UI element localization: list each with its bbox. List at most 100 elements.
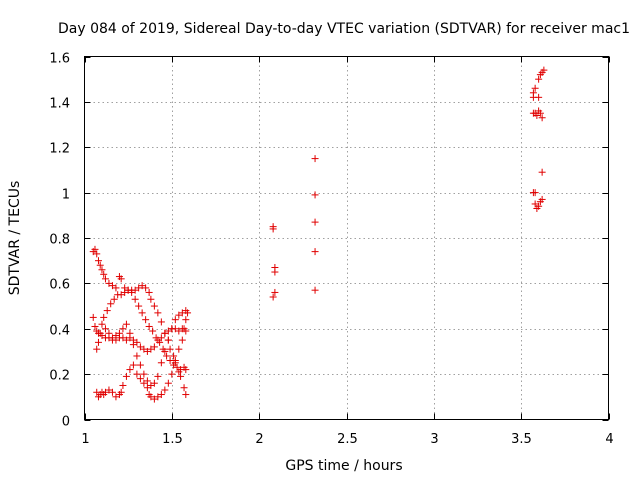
data-point (133, 352, 141, 360)
data-point (94, 257, 102, 265)
data-point (129, 361, 137, 369)
y-tick-labels: 0 0.2 0.4 0.6 0.8 1 1.2 1.4 1.6 (49, 52, 70, 430)
data-point (311, 155, 319, 163)
data-point (531, 189, 539, 197)
data-point (129, 341, 137, 349)
data-point (157, 318, 165, 326)
grid-layer (84, 56, 609, 420)
data-point (94, 338, 102, 346)
data-point (96, 261, 104, 269)
y-axis-label: SDTVAR / TECUs (7, 181, 23, 296)
data-point (122, 372, 130, 380)
data-point (126, 366, 134, 374)
data-point (311, 286, 319, 294)
y-tick-label: 1.4 (49, 97, 70, 112)
data-point (166, 345, 174, 353)
data-point (163, 352, 171, 360)
y-tick-label: 0.2 (49, 369, 70, 384)
data-point (150, 302, 158, 310)
data-point (271, 288, 279, 296)
plot-frame (84, 56, 609, 420)
y-tick-label: 1.2 (49, 142, 70, 157)
data-point (105, 329, 113, 337)
data-point (101, 275, 109, 283)
data-point (171, 316, 179, 324)
data-point (180, 384, 188, 392)
data-point (311, 191, 319, 199)
data-point (100, 270, 108, 278)
data-point (91, 245, 99, 253)
x-tick-label: 2 (255, 432, 263, 447)
tick-layer (84, 56, 610, 421)
x-tick-labels: 1 1.5 2 2.5 3 3.5 4 (81, 432, 613, 447)
data-point (142, 316, 150, 324)
data-point (180, 325, 188, 333)
x-tick-label: 1 (81, 432, 89, 447)
data-point (538, 168, 546, 176)
data-point (140, 370, 148, 378)
data-point (119, 325, 127, 333)
chart-title: Day 084 of 2019, Sidereal Day-to-day VTE… (58, 21, 630, 37)
y-tick-label: 0.6 (49, 278, 70, 293)
data-point (98, 266, 106, 274)
data-point (126, 329, 134, 337)
data-point (154, 372, 162, 380)
data-point (136, 375, 144, 383)
x-tick-label: 2.5 (337, 432, 358, 447)
data-point (96, 329, 104, 337)
data-point (107, 300, 115, 308)
data-point (175, 368, 183, 376)
data-point (164, 336, 172, 344)
data-point (101, 325, 109, 333)
data-point (100, 313, 108, 321)
data-point (93, 250, 101, 258)
data-point (535, 93, 543, 101)
data-point (122, 320, 130, 328)
data-point (91, 322, 99, 330)
x-tick-label: 3 (430, 432, 438, 447)
data-point (110, 295, 118, 303)
data-point (171, 357, 179, 365)
data-point (157, 359, 165, 367)
data-point (136, 361, 144, 369)
data-point (177, 372, 185, 380)
data-point (269, 223, 277, 231)
data-point (161, 347, 169, 355)
data-point (531, 84, 539, 92)
data-point (108, 388, 116, 396)
y-tick-label: 0.8 (49, 233, 70, 248)
data-point (182, 391, 190, 399)
data-point (103, 307, 111, 315)
data-point (145, 322, 153, 330)
data-point (93, 345, 101, 353)
data-point (119, 381, 127, 389)
data-point (182, 316, 190, 324)
y-tick-label: 0.4 (49, 324, 70, 339)
data-point (182, 366, 190, 374)
data-point (117, 275, 125, 283)
data-point (168, 325, 176, 333)
data-point (117, 388, 125, 396)
data-point (161, 386, 169, 394)
data-points (89, 66, 548, 403)
data-point (535, 75, 543, 83)
data-point (271, 268, 279, 276)
data-point (538, 195, 546, 203)
x-tick-label: 4 (605, 432, 613, 447)
data-point (184, 309, 192, 317)
data-point (164, 379, 172, 387)
data-point (311, 218, 319, 226)
data-point (89, 313, 97, 321)
data-point (133, 370, 141, 378)
data-point (138, 309, 146, 317)
data-point (150, 379, 158, 387)
data-point (161, 329, 169, 337)
data-point (115, 334, 123, 342)
data-point (131, 295, 139, 303)
data-point (168, 370, 176, 378)
data-point (157, 334, 165, 342)
y-tick-label: 0 (62, 415, 70, 430)
x-tick-label: 3.5 (511, 432, 532, 447)
data-point (157, 391, 165, 399)
